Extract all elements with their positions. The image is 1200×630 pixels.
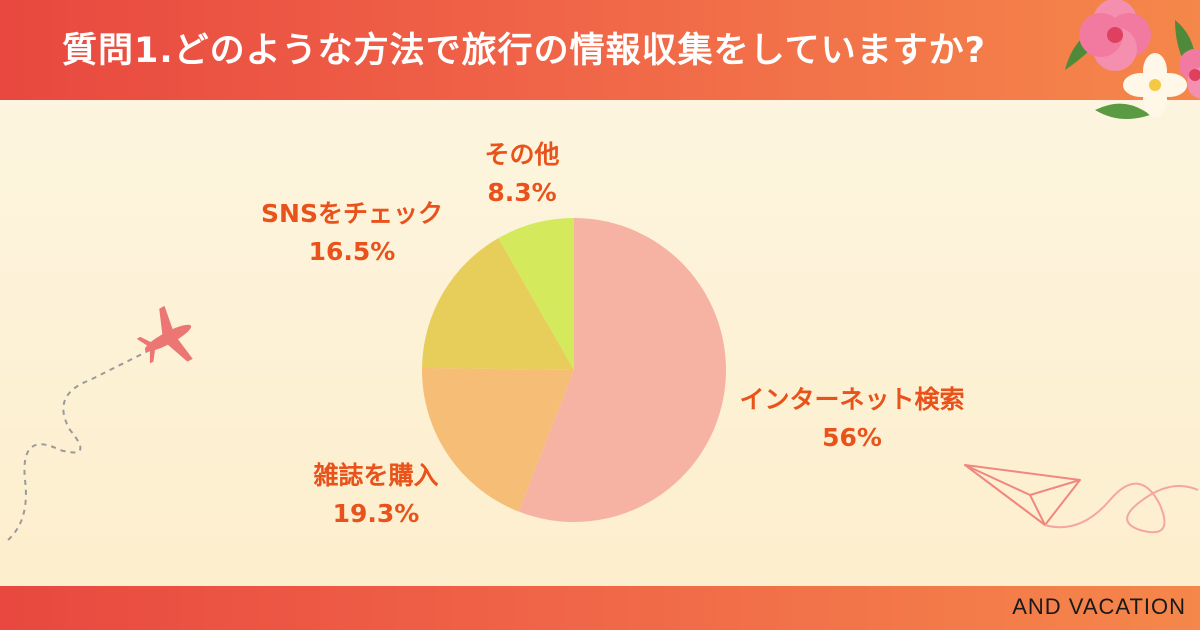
slice-category-label: その他 [484, 140, 559, 169]
pie-slice [498, 218, 574, 370]
slice-value-label: 8.3% [487, 178, 556, 207]
pie-slice [518, 218, 726, 522]
brand-label: AND VACATION [1012, 594, 1186, 619]
pie-slice [422, 238, 574, 370]
header-bar: 質問1.どのような方法で旅行の情報収集をしていますか? [0, 0, 1200, 100]
paper-plane-decoration [964, 464, 1199, 534]
airplane-decoration [7, 305, 193, 541]
flower-decoration [1065, 0, 1200, 119]
footer-bar: AND VACATION [0, 586, 1200, 630]
slice-category-label: インターネット検索 [739, 385, 964, 414]
slice-value-label: 56% [822, 423, 882, 452]
slice-category-label: SNSをチェック [261, 199, 443, 228]
slice-category-label: 雑誌を購入 [312, 461, 438, 490]
slice-value-label: 19.3% [333, 499, 420, 528]
pie-slice [422, 367, 574, 512]
page-title: 質問1.どのような方法で旅行の情報収集をしていますか? [62, 31, 986, 71]
slice-value-label: 16.5% [309, 237, 396, 266]
